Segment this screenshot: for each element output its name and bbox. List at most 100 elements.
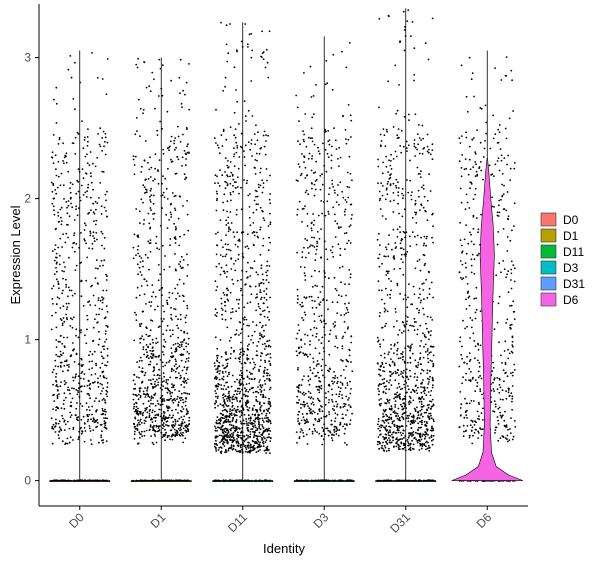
data-point	[186, 253, 188, 256]
data-point	[420, 204, 423, 207]
data-point	[397, 333, 399, 336]
data-point	[161, 427, 164, 430]
data-point	[232, 426, 235, 428]
data-point	[401, 332, 403, 334]
data-point	[379, 133, 382, 136]
data-point	[310, 396, 313, 398]
data-point	[226, 60, 229, 63]
data-point	[330, 167, 333, 169]
data-point	[140, 370, 143, 373]
data-point	[233, 165, 236, 168]
data-point	[66, 437, 69, 440]
data-point	[139, 135, 141, 138]
data-point	[421, 283, 424, 285]
data-point	[226, 184, 229, 187]
data-point	[236, 100, 239, 103]
data-point	[332, 185, 335, 188]
data-point	[80, 232, 82, 234]
data-point	[234, 128, 237, 131]
data-point	[418, 401, 421, 403]
data-point	[257, 131, 259, 134]
data-point	[506, 163, 508, 166]
data-point	[398, 386, 401, 388]
data-point	[223, 430, 226, 433]
data-point	[232, 184, 234, 187]
data-point	[57, 422, 60, 425]
data-point	[324, 129, 327, 131]
data-point	[215, 439, 217, 442]
data-point	[179, 397, 182, 399]
data-point	[95, 313, 98, 316]
data-point	[260, 298, 262, 300]
data-point	[149, 90, 152, 93]
data-point	[188, 416, 191, 419]
data-point	[235, 333, 238, 335]
data-point	[62, 417, 64, 420]
data-point	[408, 400, 411, 402]
data-point	[396, 137, 399, 140]
data-point	[136, 361, 139, 363]
data-point	[330, 419, 333, 422]
data-point	[410, 433, 413, 435]
data-point	[253, 433, 256, 435]
data-point	[259, 228, 262, 231]
data-point	[303, 266, 306, 269]
data-point	[304, 238, 307, 240]
data-point	[162, 372, 165, 375]
data-point	[157, 403, 160, 405]
data-point	[75, 389, 78, 391]
data-point	[401, 387, 404, 390]
data-point	[62, 160, 64, 162]
data-point	[268, 397, 270, 400]
data-point	[101, 345, 104, 348]
data-point	[180, 424, 183, 427]
data-point	[56, 394, 59, 397]
data-point	[133, 339, 136, 342]
data-point	[303, 311, 306, 314]
data-point	[257, 386, 259, 388]
data-point	[267, 249, 270, 252]
data-point	[385, 402, 388, 404]
data-point	[83, 373, 86, 375]
data-point	[264, 441, 267, 443]
data-point	[414, 431, 417, 434]
data-point	[55, 303, 58, 305]
data-point	[392, 126, 395, 128]
data-point	[183, 381, 186, 384]
data-point	[311, 236, 313, 239]
data-point	[405, 140, 408, 143]
data-point	[401, 408, 404, 411]
data-point	[296, 401, 298, 404]
data-point	[264, 153, 267, 156]
data-point	[258, 152, 261, 155]
data-point	[428, 381, 430, 383]
data-point	[220, 134, 223, 137]
data-point	[141, 359, 143, 362]
data-point	[347, 138, 350, 141]
data-point	[57, 211, 59, 214]
data-point	[225, 434, 228, 436]
data-point	[397, 194, 400, 197]
data-point	[418, 297, 420, 299]
data-point	[394, 64, 397, 67]
data-point	[187, 143, 189, 146]
data-point	[156, 374, 159, 377]
data-point	[136, 410, 139, 412]
data-point	[344, 377, 347, 379]
data-point	[179, 399, 182, 402]
data-point	[259, 393, 262, 396]
data-point	[77, 436, 80, 438]
data-point	[346, 382, 349, 384]
data-point	[390, 173, 392, 175]
data-point	[139, 271, 142, 273]
data-point	[186, 275, 189, 277]
data-point	[244, 401, 247, 404]
data-point	[262, 237, 265, 240]
data-point	[103, 420, 106, 423]
data-point	[248, 422, 250, 424]
data-point	[86, 328, 88, 331]
data-point	[394, 406, 397, 408]
data-point	[226, 436, 229, 439]
data-point	[169, 211, 172, 214]
data-point	[83, 385, 86, 388]
